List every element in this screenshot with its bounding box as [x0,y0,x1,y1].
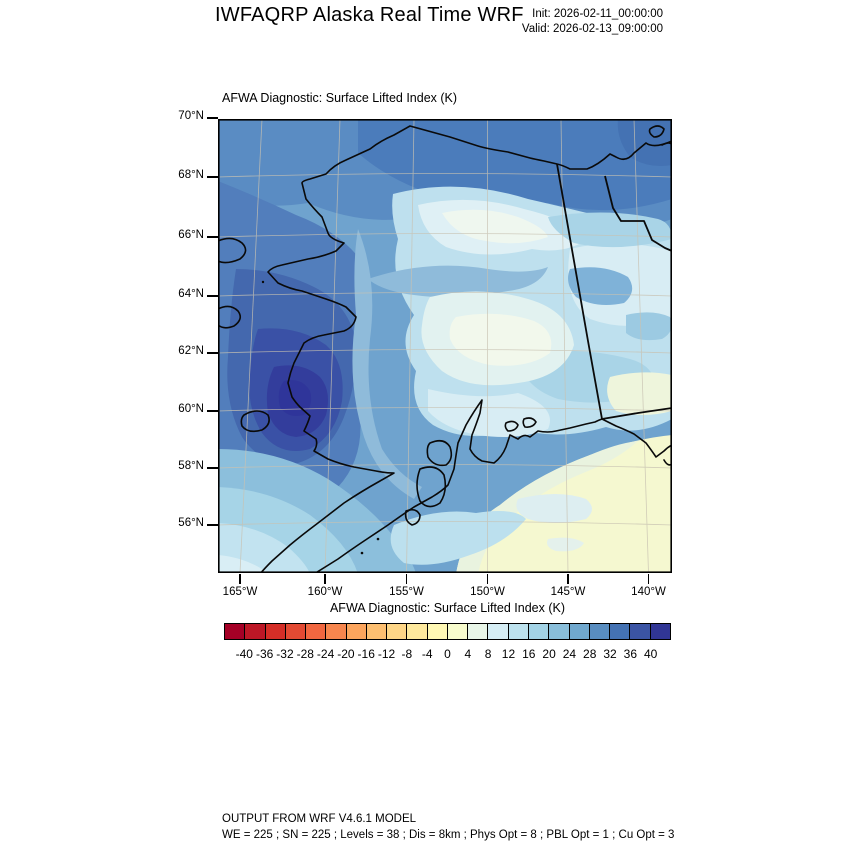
valid-time-label: Valid: 2026-02-13_09:00:00 [521,23,663,35]
colorbar-tick-36: 36 [623,647,638,661]
lat-tick [207,410,218,412]
colorbar-tick-16: 16 [522,647,536,661]
colorbar-tick-24: 24 [562,647,577,661]
lat-label-56°N: 56°N [178,517,204,529]
lat-label-60°N: 60°N [178,403,204,415]
colorbar-cell-15 [528,624,550,639]
lat-tick [207,295,218,297]
lat-tick [207,467,218,469]
colorbar-cell-13 [488,624,509,639]
lat-label-66°N: 66°N [178,229,204,241]
colorbar [224,623,671,640]
lat-label-58°N: 58°N [178,460,204,472]
colorbar-cell-21 [650,624,670,639]
lat-tick [207,117,218,119]
colorbar-cell-20 [630,624,651,639]
colorbar-tick--20: -20 [337,647,355,661]
colorbar-cell-2 [265,624,286,639]
colorbar-tick--16: -16 [357,647,375,661]
colorbar-tick-28: 28 [583,647,597,661]
footer-model-line: OUTPUT FROM WRF V4.6.1 MODEL [222,813,417,825]
border-coast-east [601,407,672,420]
colorbar-cell-11 [447,624,469,639]
colorbar-cell-19 [610,624,631,639]
colorbar-cell-16 [549,624,570,639]
border-141w [556,163,603,420]
map-fill-regions [218,119,672,573]
page-title: IWFAQRP Alaska Real Time WRF [215,4,524,26]
lon-label-155°W: 155°W [389,586,424,598]
colorbar-cell-12 [468,624,489,639]
colorbar-tick--40: -40 [235,647,253,661]
colorbar-tick--28: -28 [296,647,314,661]
lifted-index-map [218,119,672,573]
colorbar-cell-5 [326,624,347,639]
lon-label-165°W: 165°W [222,586,258,598]
footer-namelist-line: WE = 225 ; SN = 225 ; Levels = 38 ; Dis … [222,828,675,841]
colorbar-cell-0 [225,624,246,639]
model-footer: OUTPUT FROM WRF V4.6.1 MODEL WE = 225 ; … [222,812,674,843]
colorbar-tick--24: -24 [316,647,335,661]
colorbar-tick-20: 20 [542,647,556,661]
lat-tick [207,236,218,238]
colorbar-cell-9 [407,624,428,639]
lon-tick [486,574,489,584]
colorbar-tick-12: 12 [501,647,516,661]
coastline [218,125,672,573]
colorbar-cell-3 [285,624,307,639]
colorbar-tick--32: -32 [276,647,294,661]
lon-tick [324,574,326,584]
colorbar-tick-32: 32 [603,647,617,661]
colorbar-cell-6 [346,624,367,639]
border-yukon-nwt [604,175,672,252]
map-canvas [218,119,672,573]
colorbar-cell-7 [366,624,388,639]
lat-label-64°N: 64°N [178,288,204,300]
lon-tick [647,574,650,584]
lon-tick [239,574,241,584]
colorbar-cell-14 [508,624,529,639]
lat-tick [207,352,218,354]
map-frame [218,119,672,573]
lon-label-145°W: 145°W [550,586,586,598]
colorbar-cell-8 [387,624,408,639]
colorbar-tick-8: 8 [484,647,492,661]
lon-label-140°W: 140°W [631,586,666,598]
colorbar-cell-4 [306,624,327,639]
colorbar-cell-18 [589,624,611,639]
lon-tick [405,574,408,584]
lat-label-70°N: 70°N [178,110,204,122]
graticule-lines [218,119,672,573]
colorbar-tick--4: -4 [421,647,433,661]
colorbar-tick--8: -8 [401,647,413,661]
colorbar-cell-1 [245,624,266,639]
lon-label-160°W: 160°W [307,586,343,598]
init-time-label: Init: 2026-02-11_00:00:00 [532,8,663,20]
lat-label-68°N: 68°N [178,169,204,181]
run-times: Init: 2026-02-11_00:00:00 Valid: 2026-02… [522,7,663,37]
colorbar-tick-4: 4 [464,647,472,661]
colorbar-tick--36: -36 [255,647,274,661]
plot-title: AFWA Diagnostic: Surface Lifted Index (K… [222,91,458,105]
colorbar-tick-labels: -40 -36 -32 -28 -24 -20 -16 -12 -8 -4 0 4 8 12 16 20 24 2… [224,646,671,662]
colorbar-title: AFWA Diagnostic: Surface Lifted Index (K… [329,601,566,615]
colorbar-tick--12: -12 [377,647,396,661]
colorbar-cell-17 [569,624,590,639]
lon-tick [567,574,569,584]
lon-label-150°W: 150°W [470,586,505,598]
lat-tick [207,176,218,178]
lat-tick [207,524,218,526]
lat-label-62°N: 62°N [178,345,204,357]
border-lines [556,163,672,420]
colorbar-tick-40: 40 [643,647,658,661]
colorbar-tick-0: 0 [444,647,451,661]
colorbar-cell-10 [427,624,448,639]
